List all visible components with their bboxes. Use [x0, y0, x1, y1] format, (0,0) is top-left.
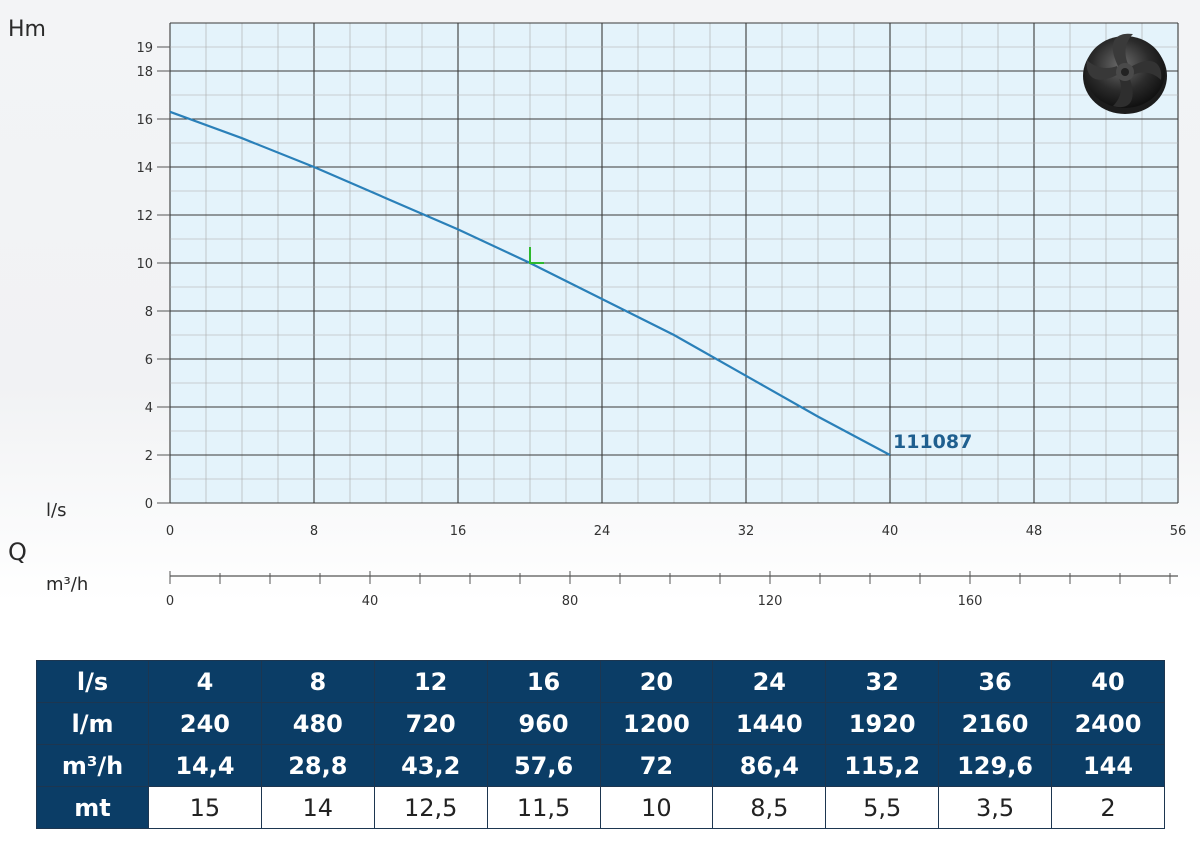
table-cell: 240: [148, 702, 262, 745]
x-tick-label-ls: 16: [450, 524, 467, 539]
table-cell: 12: [373, 660, 488, 703]
table-cell: 15: [148, 786, 262, 829]
table-cell: 86,4: [712, 744, 827, 787]
series-label: 111087: [893, 431, 972, 453]
x-axis-unit-ls: l/s: [46, 500, 66, 521]
row-header: mt: [36, 786, 149, 829]
grid: [169, 22, 1179, 504]
table-cell: 1920: [825, 702, 940, 745]
table-cell: 5,5: [825, 786, 940, 829]
x-axis-ticks-ls: 0 8 16 24 32 40 48 56: [166, 524, 1186, 539]
table-cell: 10: [599, 786, 714, 829]
table-cell: 720: [373, 702, 488, 745]
table-cell: 2160: [938, 702, 1052, 745]
table-row: l/m 240 480 720 960 1200 1440 1920 2160 2400: [36, 702, 1165, 745]
x-tick-label-m3h: 160: [958, 594, 983, 609]
table-cell: 1200: [599, 702, 714, 745]
x-tick-label-ls: 56: [1170, 524, 1187, 539]
table-cell: 40: [1051, 660, 1165, 703]
x-tick-label-ls: 40: [882, 524, 899, 539]
row-header: l/s: [36, 660, 149, 703]
table-row: l/s 4 8 12 16 20 24 32 36 40: [36, 660, 1165, 703]
y-tick-label: 18: [136, 65, 153, 80]
table-cell: 28,8: [260, 744, 375, 787]
table-cell: 11,5: [486, 786, 601, 829]
table-cell: 4: [148, 660, 262, 703]
x-tick-label-ls: 24: [594, 524, 611, 539]
table-cell: 2: [1051, 786, 1165, 829]
x-tick-label-ls: 48: [1026, 524, 1043, 539]
x-tick-label-ls: 8: [310, 524, 318, 539]
y-tick-label: 10: [136, 257, 153, 272]
row-header: m³/h: [36, 744, 149, 787]
y-tick-label: 4: [145, 401, 153, 416]
table-row: mt 15 14 12,5 11,5 10 8,5 5,5 3,5 2: [36, 786, 1165, 829]
table-cell: 3,5: [938, 786, 1052, 829]
x-tick-label-m3h: 0: [166, 594, 174, 609]
table-cell: 43,2: [373, 744, 488, 787]
table-cell: 1440: [712, 702, 827, 745]
x-axis-ticks-m3h: 0 40 80 120 160: [166, 571, 1171, 609]
x-axis-title-q: Q: [8, 538, 27, 566]
table-cell: 8,5: [712, 786, 827, 829]
table-cell: 960: [486, 702, 601, 745]
x-tick-label-ls: 0: [166, 524, 174, 539]
x-axis-unit-m3h: m³/h: [46, 574, 88, 595]
impeller-icon: [1083, 33, 1167, 114]
x-tick-label-m3h: 120: [758, 594, 783, 609]
y-axis-ticks: 0 2 4 6 8 10 12 14 16 18 19: [136, 41, 170, 512]
y-tick-label: 12: [136, 209, 153, 224]
table-row: m³/h 14,4 28,8 43,2 57,6 72 86,4 115,2 129,6 144: [36, 744, 1165, 787]
y-tick-label: 6: [145, 353, 153, 368]
y-tick-label: 14: [136, 161, 153, 176]
x-tick-label-m3h: 80: [562, 594, 579, 609]
duty-point-mark: [529, 247, 544, 264]
table-cell: 14: [260, 786, 375, 829]
table-cell: 20: [599, 660, 714, 703]
table-cell: 144: [1051, 744, 1165, 787]
x-tick-label-ls: 32: [738, 524, 755, 539]
table-cell: 480: [260, 702, 375, 745]
table-cell: 36: [938, 660, 1052, 703]
duty-point-marker: [529, 247, 544, 264]
y-tick-label: 8: [145, 305, 153, 320]
table-cell: 14,4: [148, 744, 262, 787]
table-cell: 129,6: [938, 744, 1052, 787]
table-cell: 72: [599, 744, 714, 787]
table-cell: 2400: [1051, 702, 1165, 745]
performance-table: l/s 4 8 12 16 20 24 32 36 40 l/m 240 480 720 960 1200 14…: [36, 660, 1165, 829]
table-cell: 115,2: [825, 744, 940, 787]
table-cell: 57,6: [486, 744, 601, 787]
table-cell: 16: [486, 660, 601, 703]
y-axis-title: Hm: [8, 17, 46, 42]
y-tick-label: 16: [136, 113, 153, 128]
table-cell: 32: [825, 660, 940, 703]
x-tick-label-m3h: 40: [362, 594, 379, 609]
table-cell: 24: [712, 660, 827, 703]
y-tick-label: 19: [136, 41, 153, 56]
y-tick-label: 2: [145, 449, 153, 464]
table-cell: 8: [260, 660, 375, 703]
row-header: l/m: [36, 702, 149, 745]
y-tick-label: 0: [145, 497, 153, 512]
table-cell: 12,5: [373, 786, 488, 829]
